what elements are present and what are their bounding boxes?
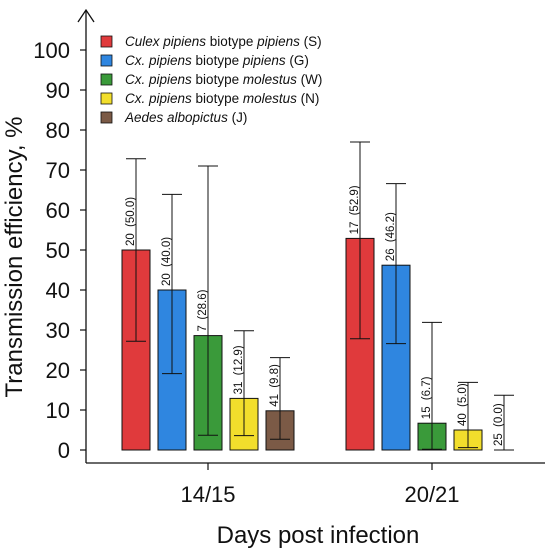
legend-entry: Aedes albopictus (J) [124,110,247,125]
bar-n-label: 26 [385,248,397,261]
bar-n-label: 17 [349,222,361,235]
y-tick-label: 10 [46,398,70,423]
legend-entry-part: Culex pipiens [125,34,206,49]
legend-entry-part: (N) [297,91,320,106]
bar-n-label: 20 [125,233,137,246]
y-tick-label: 40 [46,278,70,303]
axes [77,8,545,464]
legend: Culex pipiens biotype pipiens (S) Cx. pip… [100,34,322,125]
y-tick-label: 30 [46,318,70,343]
legend-entry-part: molestus [243,72,297,87]
legend-entry: Cx. pipiens biotype molestus (W) [125,72,322,87]
legend-entry-part: (W) [297,72,322,87]
legend-entry-part: (J) [228,110,248,125]
legend-entry-part: biotype [206,34,257,49]
bar-labels: 20 (50.0) 17 (52.9) 20 (40.0) 26 (46.2) 7 (28.6) 1… [125,185,505,446]
bar-n-label: 41 [269,394,281,407]
legend-entry-part: molestus [243,91,297,106]
bar-value-label: (28.6) [197,289,209,319]
y-tick-label: 70 [46,158,70,183]
bar-n-label: 15 [421,406,433,419]
bar-value-label: (40.0) [161,237,173,267]
legend-entry-part: biotype [192,91,243,106]
legend-entry-part: Cx. pipiens [125,53,192,68]
x-axis-title: Days post infection [217,522,420,549]
y-tick-label: 100 [33,38,70,63]
x-tick-label: 14/15 [180,482,235,507]
legend-swatch [100,54,113,67]
legend-swatch [100,73,113,86]
x-tick-label: 20/21 [404,482,459,507]
y-axis-title: Transmission efficiency, % [1,117,28,398]
bar-value-label: (50.0) [125,197,137,227]
y-ticks: 0 10 20 30 40 50 60 70 80 90 100 [33,38,86,463]
bar-value-label: (0.0) [493,403,505,427]
bar-value-label: (5.0) [457,383,469,407]
legend-swatch [100,92,113,105]
bar-n-label: 25 [493,433,505,446]
bar [121,249,151,451]
error-bars [126,141,514,451]
y-tick-label: 90 [46,78,70,103]
legend-entry-part: pipiens [256,34,300,49]
legend-entry-part: (G) [286,53,309,68]
y-tick-label: 20 [46,358,70,383]
legend-entry-part: Cx. pipiens [125,91,192,106]
legend-entry-part: biotype [192,72,243,87]
legend-entry: Culex pipiens biotype pipiens (S) [125,34,322,49]
y-tick-label: 60 [46,198,70,223]
legend-entry-part: Aedes albopictus [124,110,228,125]
legend-swatch [100,111,113,124]
bar-n-label: 7 [197,325,209,331]
legend-entry-part: (S) [300,34,322,49]
bar-value-label: (12.9) [233,345,245,375]
legend-entry-part: pipiens [242,53,286,68]
bar-value-label: (6.7) [421,376,433,400]
bar-n-label: 20 [161,273,173,286]
bar-n-label: 31 [233,382,245,395]
bar-n-label: 40 [457,413,469,426]
legend-entry-part: biotype [192,53,243,68]
x-ticks: 14/15 20/21 [180,463,460,507]
y-axis-arrow-icon [77,8,95,23]
y-tick-label: 80 [46,118,70,143]
bar-value-label: (46.2) [385,212,397,242]
y-tick-label: 50 [46,238,70,263]
legend-entry: Cx. pipiens biotype molestus (N) [125,91,319,106]
y-tick-label: 0 [58,438,70,463]
legend-swatch [100,35,113,48]
bar-value-label: (52.9) [349,185,361,215]
legend-entry: Cx. pipiens biotype pipiens (G) [125,53,309,68]
legend-entry-part: Cx. pipiens [125,72,192,87]
bar-value-label: (9.8) [269,364,281,388]
